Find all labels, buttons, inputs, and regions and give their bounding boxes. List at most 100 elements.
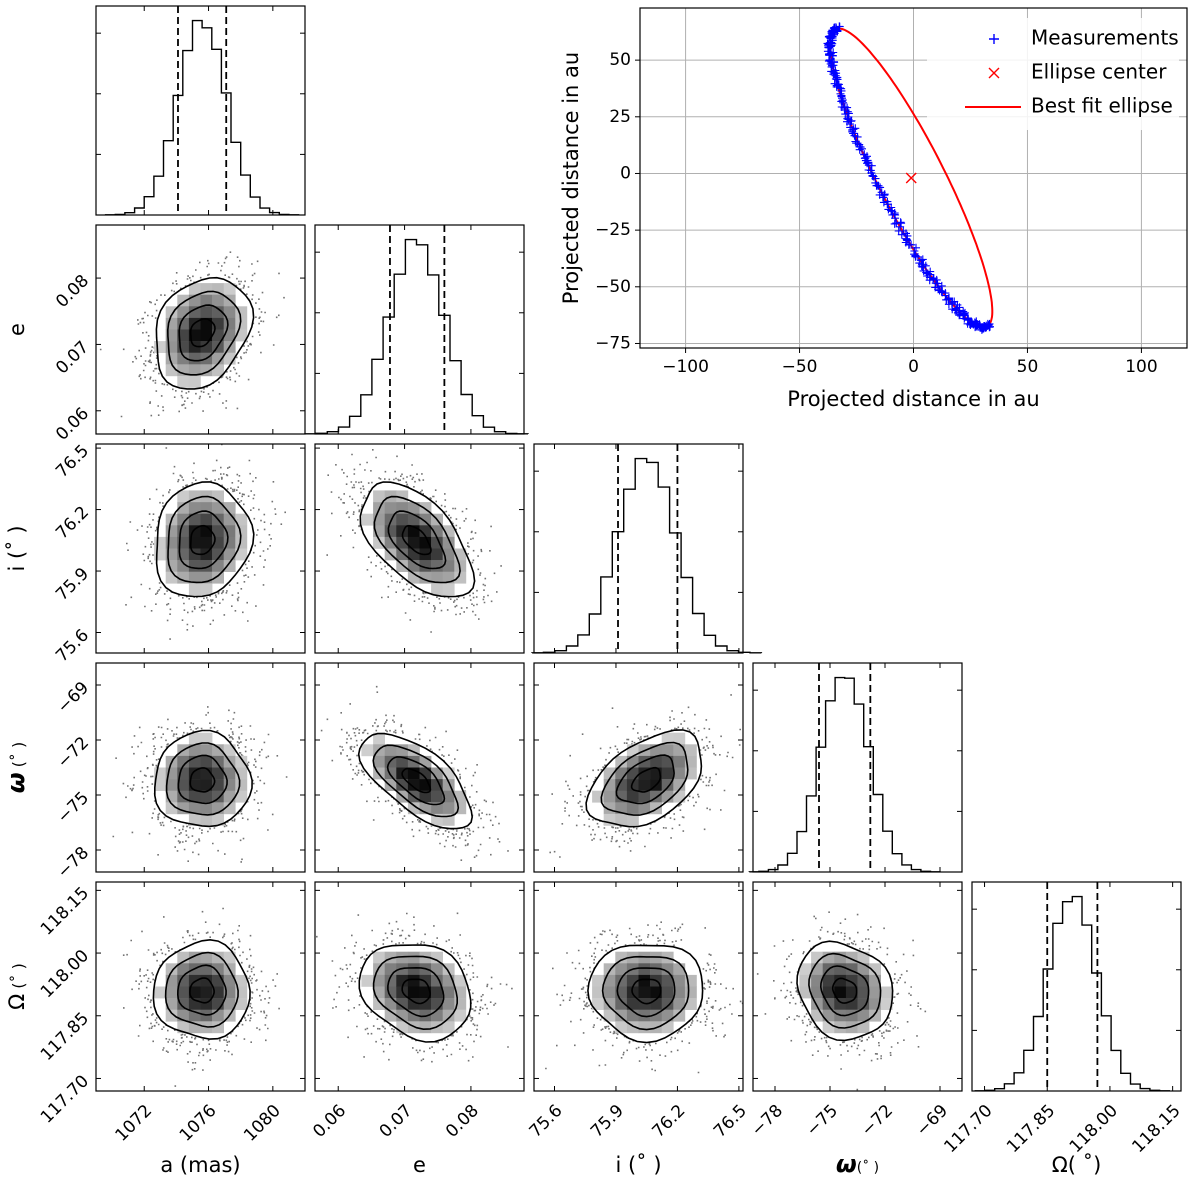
density-cell xyxy=(799,974,812,987)
panel-frame xyxy=(533,443,744,654)
density-cell xyxy=(396,1021,409,1034)
density-cell xyxy=(384,986,397,999)
xlabel-e: e xyxy=(413,1153,426,1177)
density-cell xyxy=(419,1021,432,1034)
density-cell xyxy=(822,974,835,987)
density-cell xyxy=(603,813,616,826)
density-cell xyxy=(384,744,397,757)
density-cell xyxy=(603,986,616,999)
density-cell xyxy=(419,513,432,526)
density-cell xyxy=(188,790,201,803)
xtick-label-e: 0.08 xyxy=(442,1101,483,1142)
density-cell xyxy=(177,779,190,791)
density-cell xyxy=(603,802,616,815)
density-cell xyxy=(822,1021,835,1034)
contour-line-2 xyxy=(372,744,460,818)
density-cell xyxy=(212,802,224,815)
sample-points xyxy=(99,251,285,418)
density-cell xyxy=(200,583,213,596)
density-cell xyxy=(396,951,409,964)
density-cell xyxy=(212,963,224,976)
density-cell xyxy=(212,560,224,572)
xlabel-Omega: Ω( ˚) xyxy=(1052,1153,1102,1177)
density-cell xyxy=(188,364,201,377)
legend-x-icon xyxy=(988,67,1000,79)
panel-frame xyxy=(314,224,525,435)
density-cell xyxy=(661,963,674,976)
density-cell xyxy=(200,951,213,964)
density-cell xyxy=(188,548,201,561)
panel-i-vs-omega xyxy=(533,662,744,873)
ytick-label: 25 xyxy=(609,107,631,127)
density-cell xyxy=(212,974,224,987)
density-cell xyxy=(650,1009,662,1022)
density-cell xyxy=(235,536,248,549)
density-cell xyxy=(857,951,870,964)
xtick-label-e: 0.06 xyxy=(309,1101,350,1142)
density-cell xyxy=(212,317,224,330)
ytick-label-omega: −75 xyxy=(54,788,94,828)
density-cell xyxy=(407,502,420,514)
ytick-label-Omega: 118.00 xyxy=(37,946,93,1002)
plot-frame xyxy=(639,7,1188,349)
density-cell xyxy=(431,536,443,549)
density-cell xyxy=(165,364,178,377)
ytick-label-omega: −78 xyxy=(54,843,94,883)
ytick-label-i: 76.2 xyxy=(52,502,93,543)
density-cell xyxy=(615,951,628,964)
panel-content xyxy=(316,912,513,1063)
density-cell xyxy=(235,998,248,1010)
density-cell xyxy=(799,963,812,976)
histogram-Omega xyxy=(974,895,1170,1092)
density-cell xyxy=(442,802,455,815)
density-cell xyxy=(188,560,201,572)
density-cell xyxy=(869,986,881,999)
density-cell xyxy=(638,974,651,987)
density-cell xyxy=(361,513,374,526)
measurement-points xyxy=(823,22,994,334)
density-cell xyxy=(442,986,455,999)
density-cell xyxy=(396,1009,409,1022)
contour-line-2 xyxy=(808,952,882,1029)
contour-line-1 xyxy=(819,965,870,1017)
density-cell xyxy=(177,364,190,377)
density-cell xyxy=(396,502,409,514)
density-cell xyxy=(212,502,224,514)
density-cell xyxy=(673,1009,686,1022)
density-cell xyxy=(661,986,674,999)
density-cell xyxy=(845,963,858,976)
density-cell xyxy=(615,813,628,826)
density-cell xyxy=(603,963,616,976)
contour-line-0 xyxy=(189,524,216,556)
contour-line-2 xyxy=(373,495,461,584)
ytick-label-omega: −72 xyxy=(54,733,94,773)
density-cell xyxy=(223,767,236,780)
contour-line-0 xyxy=(189,977,215,1004)
density-cell xyxy=(165,779,178,791)
density-cell xyxy=(188,571,201,584)
density-cell xyxy=(442,974,455,987)
density-cell xyxy=(177,767,190,780)
panel-content xyxy=(99,251,285,418)
density-cell xyxy=(869,1009,881,1022)
density-cell xyxy=(603,767,616,780)
ytick-label-Omega: 118.15 xyxy=(37,883,93,939)
density-cell xyxy=(822,951,835,964)
density-cell xyxy=(212,364,224,377)
density-cell xyxy=(811,998,823,1010)
density-cell xyxy=(638,951,651,964)
density-cell xyxy=(154,536,166,549)
density-cell xyxy=(177,329,190,342)
contour-line-1 xyxy=(177,754,228,805)
contour-line-2 xyxy=(166,290,242,376)
density-cell xyxy=(650,963,662,976)
density-cell xyxy=(845,986,858,999)
density-cell xyxy=(638,986,651,999)
density-cell xyxy=(869,963,881,976)
density-cell xyxy=(154,767,166,780)
density-cell xyxy=(396,755,409,768)
contour-line-0 xyxy=(189,317,216,348)
density-cell xyxy=(431,790,443,803)
density-cell xyxy=(454,802,467,815)
density-cell xyxy=(442,1021,455,1034)
